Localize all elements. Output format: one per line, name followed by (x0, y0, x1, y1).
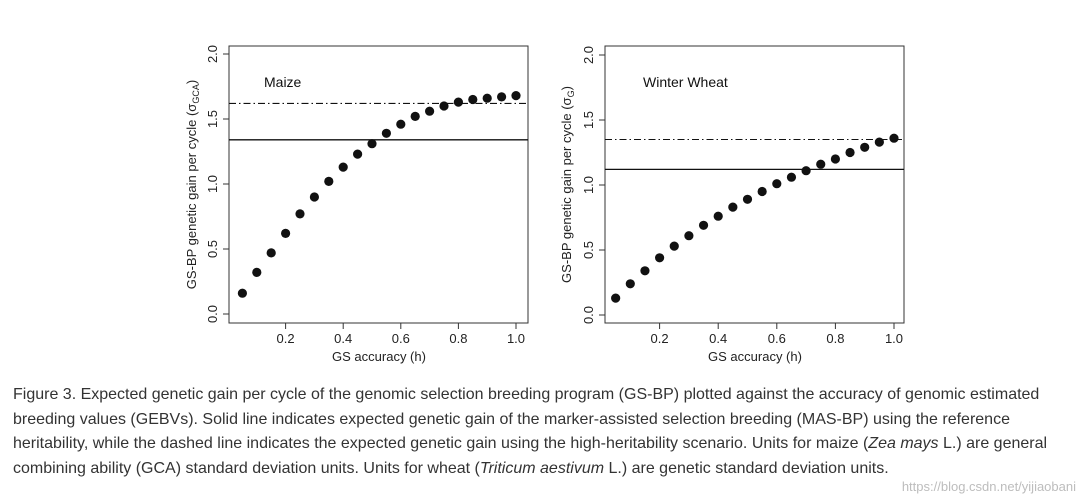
caption-text-3: L.) are genetic standard deviation units… (604, 459, 889, 477)
x-axis-title: GS accuracy (h) (708, 349, 802, 364)
chart-panel-wheat: 0.2 0.4 0.6 0.8 1.0 0.0 0.5 1.0 1.5 2.0 Winter Whe… (559, 45, 905, 364)
data-point (381, 128, 391, 138)
y-axis-title-subscript: GCA (191, 84, 201, 104)
data-point (772, 179, 782, 189)
data-point (655, 253, 665, 263)
data-point (396, 119, 406, 129)
y-tick-label: 2.0 (581, 46, 596, 64)
y-axis-title-close: ) (559, 86, 574, 90)
data-point (860, 142, 870, 152)
data-point (640, 266, 650, 276)
x-tick-label: 0.4 (334, 331, 352, 346)
data-point (295, 209, 305, 219)
y-tick-label: 0.5 (205, 240, 220, 258)
data-point (468, 94, 478, 105)
data-point (698, 220, 709, 230)
x-tick-label: 0.4 (709, 331, 727, 346)
data-point (786, 172, 797, 182)
data-point (425, 106, 435, 116)
data-point (830, 154, 841, 164)
x-tick-label: 1.0 (507, 331, 525, 346)
y-tick-label: 1.0 (205, 175, 220, 193)
data-point (713, 211, 723, 221)
data-point (482, 93, 492, 103)
data-point (439, 101, 449, 111)
data-point (742, 194, 753, 204)
y-axis-title-subscript: G (566, 90, 576, 97)
data-point (266, 248, 276, 258)
y-tick-label: 1.5 (581, 111, 596, 129)
data-point (367, 139, 377, 149)
y-tick-label: 0.5 (581, 241, 596, 259)
x-tick-label: 0.8 (449, 331, 467, 346)
data-point (453, 97, 463, 107)
y-tick-label: 0.0 (581, 306, 596, 324)
data-point (669, 241, 679, 251)
data-point (324, 176, 334, 186)
figure-caption: Figure 3. Expected genetic gain per cycl… (13, 383, 1075, 481)
data-point (252, 267, 262, 277)
data-point (237, 288, 247, 298)
x-tick-label: 0.6 (768, 331, 786, 346)
y-axis-title-main: GS-BP genetic gain per cycle (σ (559, 97, 574, 283)
data-point (309, 192, 319, 202)
data-point (338, 162, 348, 172)
watermark-url: https://blog.csdn.net/yijiaobani (901, 479, 1076, 494)
data-point (801, 166, 811, 176)
data-point (816, 159, 826, 169)
data-point (728, 202, 738, 212)
y-tick-label: 1.5 (205, 110, 220, 128)
x-tick-label: 0.6 (392, 331, 410, 346)
chart-panel-maize: 0.2 0.4 0.6 0.8 1.0 0.0 0.5 1.0 1.5 2.0 Maize GS ac… (184, 45, 529, 364)
x-tick-label: 0.2 (651, 331, 669, 346)
y-tick-label: 2.0 (205, 45, 220, 63)
data-point (611, 293, 621, 303)
x-tick-label: 1.0 (885, 331, 903, 346)
y-axis-title-main: GS-BP genetic gain per cycle (σ (184, 104, 199, 290)
figure-panels: 0.2 0.4 0.6 0.8 1.0 0.0 0.5 1.0 1.5 2.0 Maize GS ac… (184, 45, 905, 364)
data-point (845, 147, 855, 158)
caption-text-2: L.) are general combining ability (GCA) … (13, 435, 1048, 477)
data-point (757, 186, 767, 197)
data-point (889, 133, 899, 143)
panel-title: Maize (264, 74, 302, 90)
x-tick-label: 0.2 (277, 331, 295, 346)
y-tick-label: 0.0 (205, 305, 220, 323)
caption-species-wheat: Triticum aestivum (479, 459, 605, 477)
x-tick-label: 0.8 (826, 331, 844, 346)
data-point (281, 228, 291, 238)
y-axis-title: GS-BP genetic gain per cycle (σG) (559, 86, 576, 283)
y-axis-title: GS-BP genetic gain per cycle (σGCA) (184, 80, 201, 289)
y-axis-title-close: ) (184, 80, 199, 84)
y-tick-label: 1.0 (581, 176, 596, 194)
data-point (684, 231, 694, 241)
data-point (410, 111, 420, 121)
data-point (874, 137, 884, 147)
data-point (625, 279, 635, 289)
panel-title: Winter Wheat (643, 74, 728, 90)
x-axis-title: GS accuracy (h) (332, 349, 426, 364)
data-point (511, 91, 521, 101)
data-point (353, 149, 363, 159)
caption-species-maize: Zea mays (868, 435, 939, 452)
data-point (497, 92, 507, 102)
caption-text-1: Figure 3. Expected genetic gain per cycl… (13, 386, 1040, 452)
